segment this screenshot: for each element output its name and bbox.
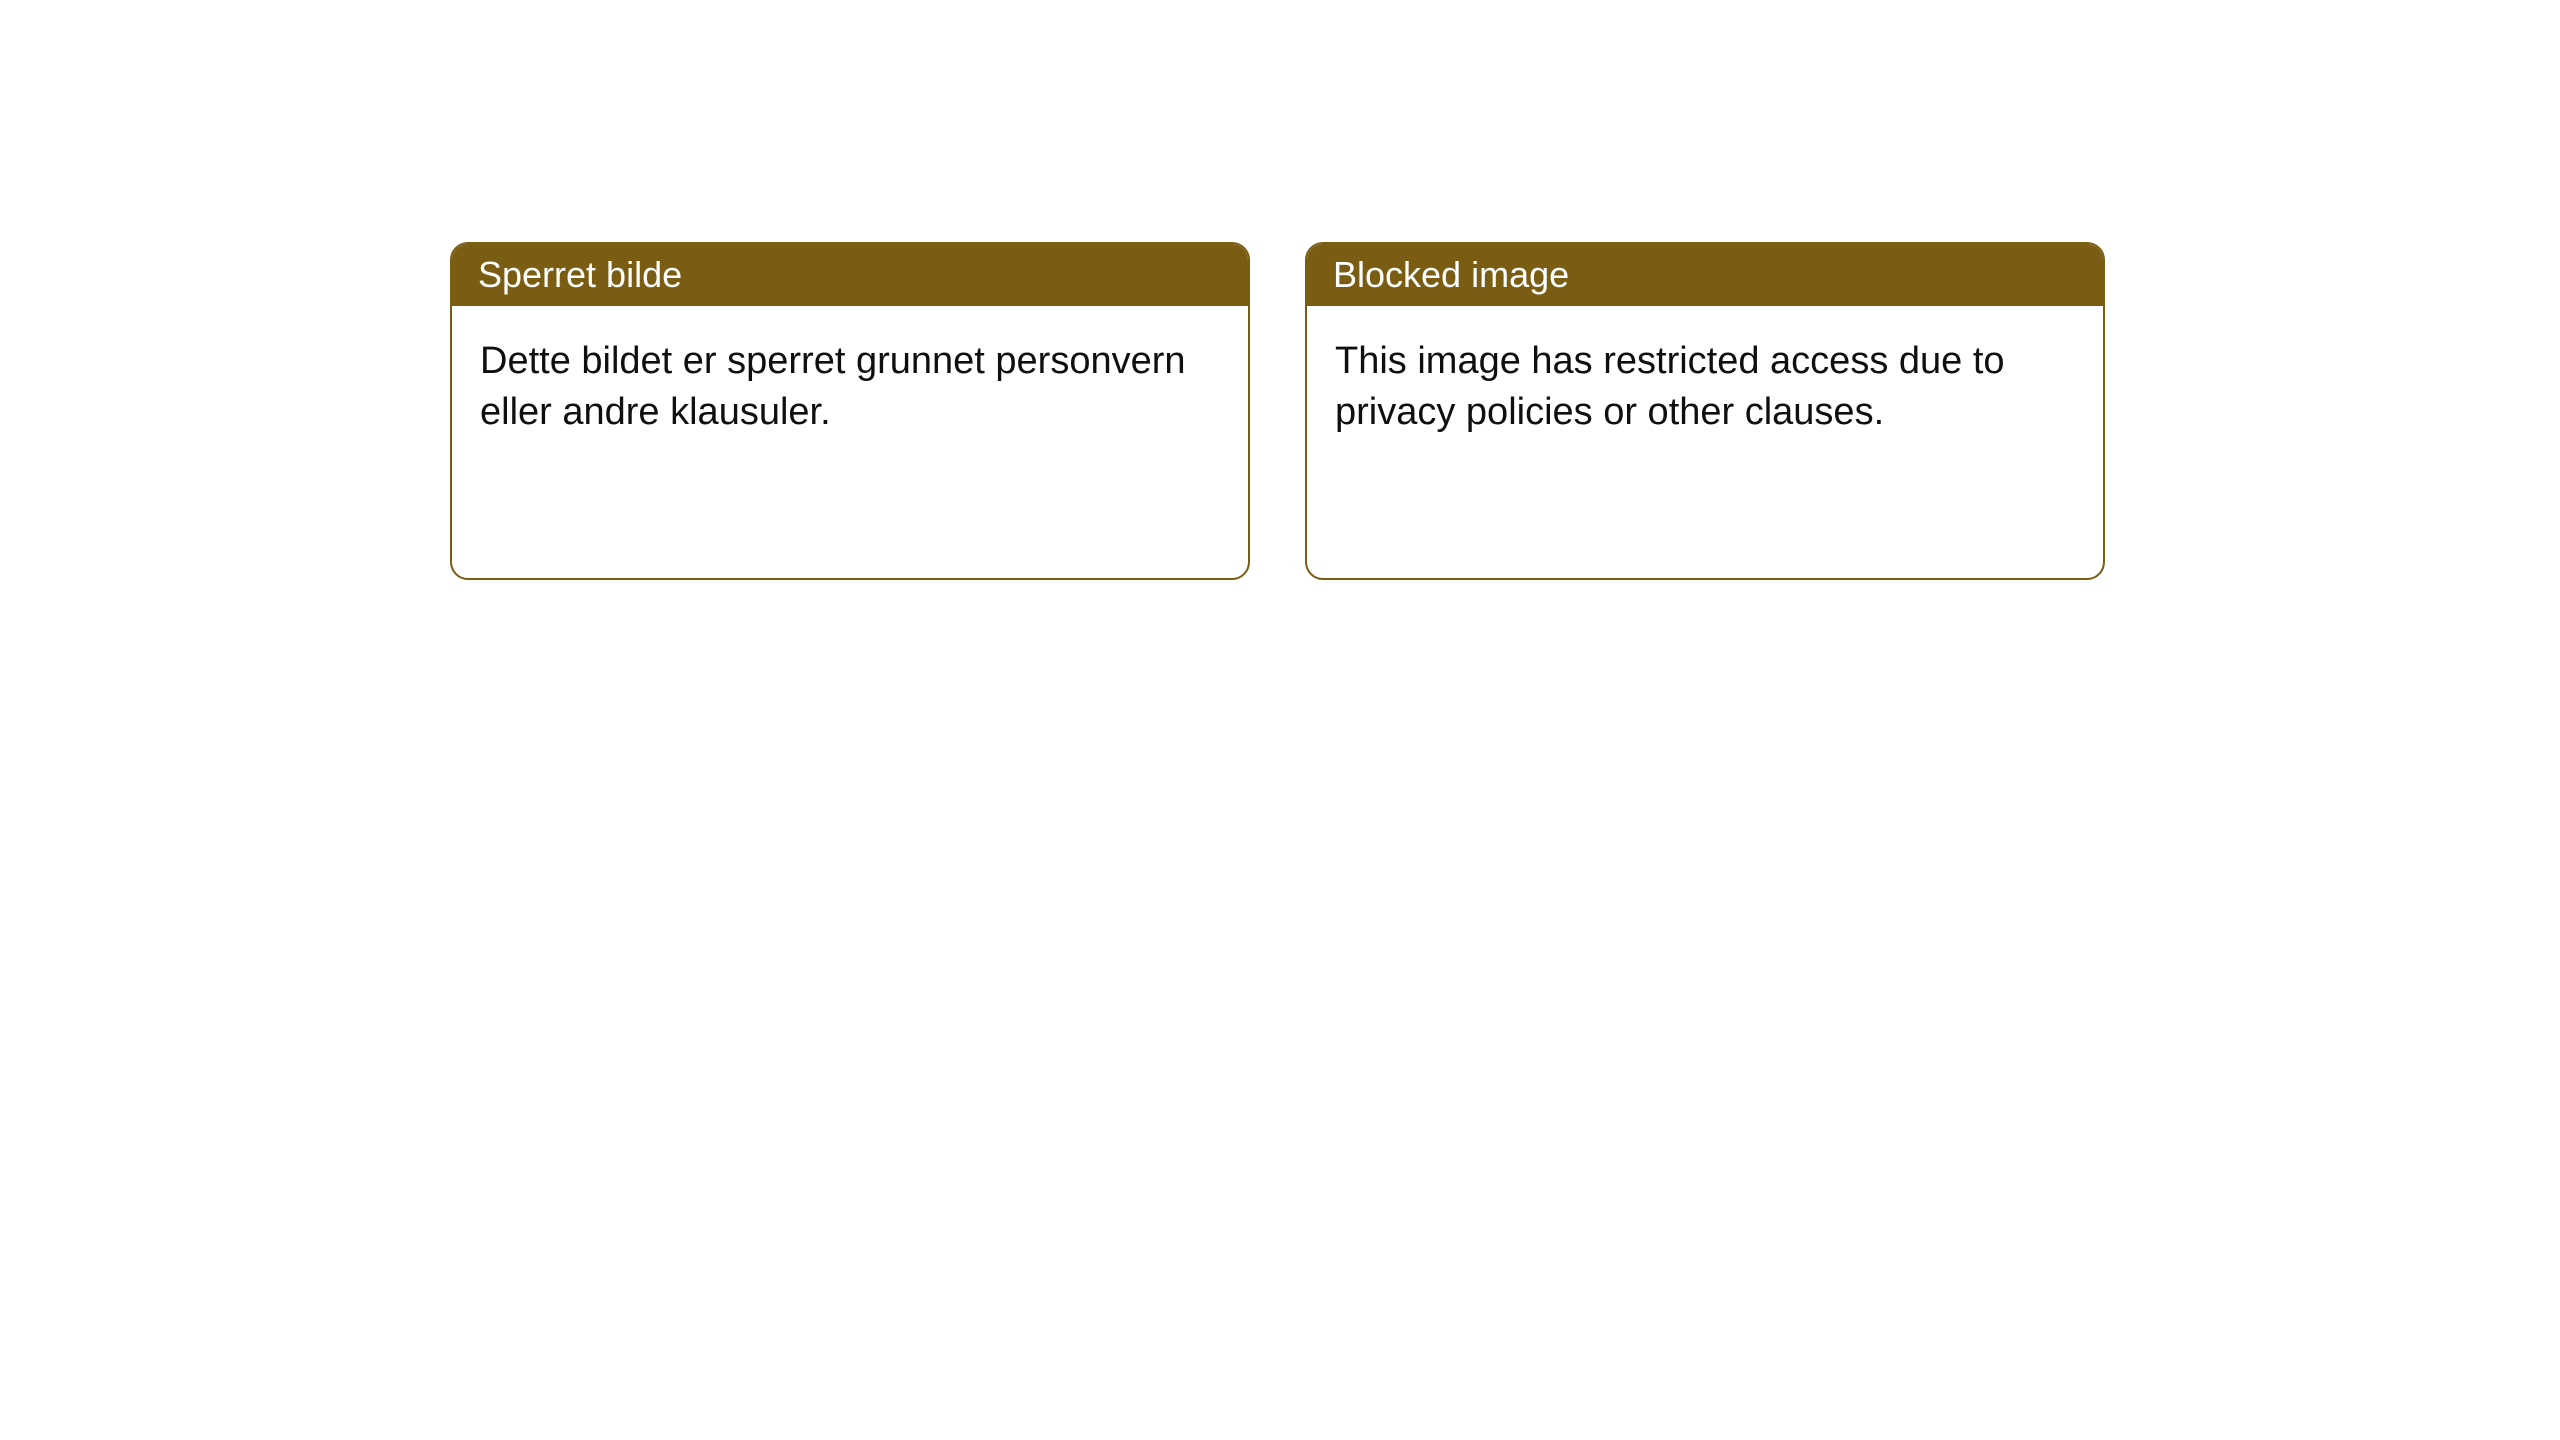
- card-title: Blocked image: [1333, 254, 1569, 295]
- notice-card-english: Blocked image This image has restricted …: [1305, 242, 2105, 580]
- card-header: Blocked image: [1307, 244, 2103, 306]
- notice-cards-container: Sperret bilde Dette bildet er sperret gr…: [450, 242, 2105, 580]
- card-header: Sperret bilde: [452, 244, 1248, 306]
- card-body-text: This image has restricted access due to …: [1335, 340, 2005, 433]
- card-body: This image has restricted access due to …: [1307, 306, 2103, 578]
- card-title: Sperret bilde: [478, 254, 682, 295]
- notice-card-norwegian: Sperret bilde Dette bildet er sperret gr…: [450, 242, 1250, 580]
- card-body-text: Dette bildet er sperret grunnet personve…: [480, 340, 1186, 433]
- card-body: Dette bildet er sperret grunnet personve…: [452, 306, 1248, 578]
